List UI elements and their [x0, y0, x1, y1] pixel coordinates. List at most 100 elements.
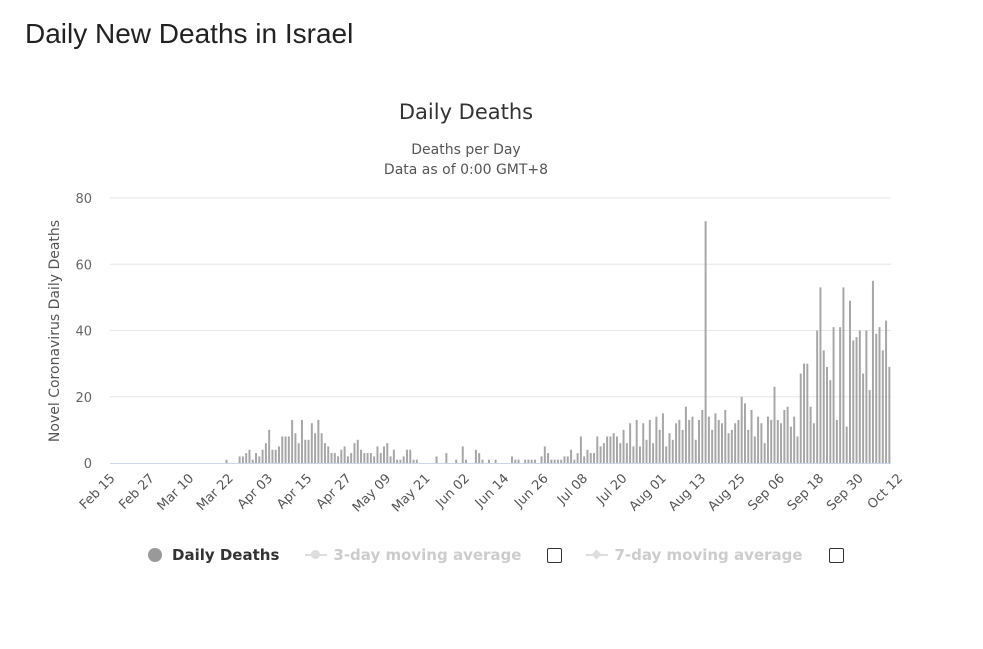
bar-day-170[interactable]	[668, 433, 671, 463]
bar-day-129[interactable]	[533, 459, 536, 463]
bar-day-151[interactable]	[606, 436, 609, 464]
bar-day-92[interactable]	[412, 459, 415, 463]
bar-day-128[interactable]	[530, 459, 533, 463]
bar-day-85[interactable]	[389, 456, 392, 464]
bar-day-207[interactable]	[789, 426, 792, 463]
bar-day-87[interactable]	[396, 459, 399, 463]
bar-day-196[interactable]	[753, 436, 756, 464]
bar-day-178[interactable]	[694, 439, 697, 463]
bar-day-229[interactable]	[862, 373, 865, 463]
bar-day-113[interactable]	[481, 459, 484, 463]
bar-day-202[interactable]	[773, 386, 776, 463]
bar-day-93[interactable]	[415, 459, 418, 463]
bar-day-127[interactable]	[527, 459, 530, 463]
bar-day-173[interactable]	[678, 419, 681, 463]
bar-day-205[interactable]	[783, 410, 786, 463]
bar-day-158[interactable]	[629, 423, 632, 463]
bar-day-169[interactable]	[665, 446, 668, 463]
bar-day-57[interactable]	[297, 443, 300, 464]
bar-day-168[interactable]	[661, 413, 664, 463]
bar-day-126[interactable]	[524, 459, 527, 463]
bar-day-160[interactable]	[635, 419, 638, 463]
bar-day-73[interactable]	[350, 453, 353, 463]
bar-day-192[interactable]	[740, 396, 743, 463]
bar-day-82[interactable]	[379, 453, 382, 463]
bar-day-136[interactable]	[556, 459, 559, 463]
bar-day-147[interactable]	[593, 453, 596, 463]
bar-day-157[interactable]	[625, 443, 628, 464]
bar-day-234[interactable]	[878, 327, 881, 463]
bar-day-175[interactable]	[684, 406, 687, 463]
bar-day-90[interactable]	[405, 449, 408, 463]
bar-day-200[interactable]	[766, 416, 769, 464]
bar-day-213[interactable]	[809, 406, 812, 463]
bar-day-154[interactable]	[616, 436, 618, 464]
bar-day-167[interactable]	[658, 429, 661, 464]
bar-day-203[interactable]	[776, 419, 779, 463]
bar-day-86[interactable]	[392, 449, 395, 463]
bar-day-188[interactable]	[727, 433, 730, 463]
bar-day-123[interactable]	[514, 459, 517, 463]
bar-day-193[interactable]	[743, 403, 746, 464]
bar-day-190[interactable]	[734, 423, 737, 463]
bar-day-166[interactable]	[655, 416, 658, 464]
bar-day-58[interactable]	[300, 419, 303, 463]
bar-day-186[interactable]	[721, 423, 723, 463]
bar-day-78[interactable]	[366, 453, 369, 463]
bar-day-69[interactable]	[337, 456, 340, 464]
bar-day-107[interactable]	[461, 446, 464, 463]
bar-day-140[interactable]	[570, 449, 573, 463]
bar-day-88[interactable]	[399, 459, 402, 463]
bar-day-222[interactable]	[839, 327, 842, 463]
bar-day-91[interactable]	[409, 449, 412, 463]
bar-day-117[interactable]	[494, 459, 497, 463]
bar-day-132[interactable]	[543, 446, 546, 463]
bar-day-139[interactable]	[566, 456, 569, 464]
bar-day-218[interactable]	[826, 366, 828, 463]
bar-day-64[interactable]	[320, 433, 323, 463]
legend-item-3-day-average[interactable]: 3-day moving average	[305, 546, 521, 564]
bar-day-48[interactable]	[268, 429, 271, 464]
bar-day-143[interactable]	[579, 436, 582, 464]
bar-day-174[interactable]	[681, 429, 684, 464]
bar-day-62[interactable]	[314, 433, 317, 463]
legend-item-7-day-average[interactable]: 7-day moving average	[586, 546, 803, 564]
bar-day-233[interactable]	[875, 333, 878, 463]
bar-day-216[interactable]	[819, 287, 822, 463]
bar-day-189[interactable]	[730, 429, 733, 464]
bar-day-142[interactable]	[576, 453, 579, 463]
bar-day-66[interactable]	[327, 446, 330, 463]
bar-day-156[interactable]	[622, 429, 625, 464]
bar-day-49[interactable]	[271, 449, 274, 463]
bar-day-105[interactable]	[455, 459, 458, 463]
bar-day-67[interactable]	[330, 453, 333, 463]
bar-day-141[interactable]	[573, 459, 576, 463]
bar-day-226[interactable]	[852, 340, 855, 463]
bar-day-210[interactable]	[799, 373, 802, 463]
bar-day-46[interactable]	[261, 449, 264, 463]
bar-day-197[interactable]	[757, 416, 760, 464]
bar-day-53[interactable]	[284, 436, 287, 464]
bar-day-171[interactable]	[671, 439, 674, 463]
bar-day-56[interactable]	[294, 433, 297, 463]
bar-day-145[interactable]	[586, 449, 589, 463]
bar-day-231[interactable]	[868, 390, 871, 464]
bar-day-137[interactable]	[560, 459, 563, 463]
bar-day-72[interactable]	[346, 456, 349, 464]
bar-day-65[interactable]	[323, 443, 326, 464]
bar-day-181[interactable]	[704, 221, 707, 463]
bar-day-191[interactable]	[737, 419, 740, 463]
7-day-average-checkbox[interactable]	[828, 547, 844, 563]
bar-day-180[interactable]	[701, 410, 704, 463]
bar-day-217[interactable]	[822, 350, 825, 464]
bar-day-199[interactable]	[763, 443, 766, 464]
bar-day-55[interactable]	[291, 419, 294, 463]
bar-day-44[interactable]	[255, 453, 258, 463]
bar-day-77[interactable]	[363, 453, 366, 463]
bar-day-60[interactable]	[307, 439, 310, 463]
bar-day-124[interactable]	[517, 459, 520, 463]
bar-day-185[interactable]	[717, 419, 720, 463]
bar-day-84[interactable]	[386, 443, 389, 464]
bar-day-74[interactable]	[353, 443, 356, 464]
bar-day-232[interactable]	[871, 280, 874, 463]
